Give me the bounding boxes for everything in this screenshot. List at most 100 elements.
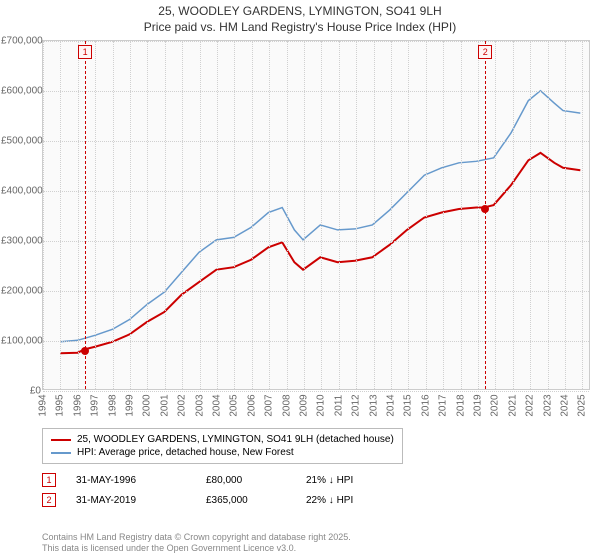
series-line-hpi (60, 91, 580, 342)
marker-row-note: 21% ↓ HPI (306, 475, 353, 486)
marker-row-date: 31-MAY-1996 (76, 475, 186, 486)
x-gridline (548, 41, 549, 389)
y-axis-label: £600,000 (1, 86, 41, 97)
chart-lines-svg (43, 41, 589, 389)
marker-row-1: 131-MAY-1996£80,00021% ↓ HPI (42, 470, 590, 490)
x-axis-label: 2000 (142, 394, 153, 416)
legend-block: 25, WOODLEY GARDENS, LYMINGTON, SO41 9LH… (42, 428, 590, 510)
x-gridline (321, 41, 322, 389)
x-axis-label: 2005 (229, 394, 240, 416)
x-axis-label: 2004 (211, 394, 222, 416)
plot-background: £0£100,000£200,000£300,000£400,000£500,0… (42, 40, 590, 390)
x-gridline (356, 41, 357, 389)
y-gridline (43, 141, 589, 142)
x-axis-label: 2007 (264, 394, 275, 416)
x-gridline (269, 41, 270, 389)
y-gridline (43, 341, 589, 342)
y-gridline (43, 41, 589, 42)
x-axis-label: 2020 (490, 394, 501, 416)
x-axis-label: 2025 (577, 394, 588, 416)
x-axis-label: 2001 (159, 394, 170, 416)
x-gridline (113, 41, 114, 389)
marker-line-1 (85, 41, 86, 389)
x-axis-label: 2002 (177, 394, 188, 416)
x-gridline (513, 41, 514, 389)
series-line-price_paid (60, 153, 580, 353)
x-gridline (165, 41, 166, 389)
x-gridline (426, 41, 427, 389)
y-gridline (43, 191, 589, 192)
x-gridline (495, 41, 496, 389)
title-line-1: 25, WOODLEY GARDENS, LYMINGTON, SO41 9LH (0, 4, 600, 20)
legend-swatch-2 (51, 452, 71, 454)
marker-line-2 (485, 41, 486, 389)
x-axis-label: 2009 (298, 394, 309, 416)
x-gridline (582, 41, 583, 389)
y-axis-label: £200,000 (1, 286, 41, 297)
marker-row-note: 22% ↓ HPI (306, 495, 353, 506)
x-axis-label: 2010 (316, 394, 327, 416)
x-axis-label: 2024 (559, 394, 570, 416)
x-gridline (78, 41, 79, 389)
marker-box-2: 2 (478, 45, 492, 59)
y-axis-label: £500,000 (1, 136, 41, 147)
x-gridline (252, 41, 253, 389)
y-axis-label: £400,000 (1, 186, 41, 197)
y-gridline (43, 291, 589, 292)
x-axis-label: 2022 (525, 394, 536, 416)
legend-row-1: 25, WOODLEY GARDENS, LYMINGTON, SO41 9LH… (51, 433, 394, 446)
chart-area: £0£100,000£200,000£300,000£400,000£500,0… (0, 40, 600, 420)
x-gridline (443, 41, 444, 389)
x-gridline (287, 41, 288, 389)
x-axis-label: 2006 (246, 394, 257, 416)
x-axis-label: 1997 (90, 394, 101, 416)
marker-row-box: 2 (42, 493, 56, 507)
x-axis-label: 1996 (72, 394, 83, 416)
x-axis-label: 2018 (455, 394, 466, 416)
footer-line-2: This data is licensed under the Open Gov… (42, 543, 351, 554)
marker-row-price: £365,000 (206, 495, 286, 506)
x-gridline (60, 41, 61, 389)
x-gridline (374, 41, 375, 389)
legend-label-2: HPI: Average price, detached house, New … (77, 447, 294, 458)
x-gridline (130, 41, 131, 389)
y-axis-label: £100,000 (1, 336, 41, 347)
y-gridline (43, 241, 589, 242)
x-gridline (391, 41, 392, 389)
marker-row-date: 31-MAY-2019 (76, 495, 186, 506)
x-axis-label: 2012 (351, 394, 362, 416)
legend-swatch-1 (51, 439, 71, 441)
x-axis-label: 1994 (38, 394, 49, 416)
x-gridline (565, 41, 566, 389)
marker-table: 131-MAY-1996£80,00021% ↓ HPI231-MAY-2019… (42, 470, 590, 510)
x-gridline (339, 41, 340, 389)
x-axis-label: 2008 (281, 394, 292, 416)
marker-dot-2 (481, 205, 489, 213)
x-gridline (147, 41, 148, 389)
chart-title-block: 25, WOODLEY GARDENS, LYMINGTON, SO41 9LH… (0, 0, 600, 37)
x-axis-label: 2013 (368, 394, 379, 416)
x-axis-label: 2011 (333, 395, 344, 417)
legend-box: 25, WOODLEY GARDENS, LYMINGTON, SO41 9LH… (42, 428, 403, 464)
x-axis-label: 2017 (438, 394, 449, 416)
legend-label-1: 25, WOODLEY GARDENS, LYMINGTON, SO41 9LH… (77, 434, 394, 445)
x-axis-label: 2003 (194, 394, 205, 416)
x-gridline (43, 41, 44, 389)
y-gridline (43, 91, 589, 92)
y-axis-label: £0 (1, 386, 41, 397)
x-axis-label: 2014 (385, 394, 396, 416)
legend-row-2: HPI: Average price, detached house, New … (51, 446, 394, 459)
title-line-2: Price paid vs. HM Land Registry's House … (0, 20, 600, 36)
x-gridline (234, 41, 235, 389)
x-gridline (304, 41, 305, 389)
x-axis-label: 2023 (542, 394, 553, 416)
x-axis-label: 2016 (420, 394, 431, 416)
footer-line-1: Contains HM Land Registry data © Crown c… (42, 532, 351, 543)
x-gridline (461, 41, 462, 389)
marker-row-2: 2 31-MAY-2019 £365,000 22% ↓ HPI (42, 490, 590, 510)
x-axis-label: 1995 (55, 394, 66, 416)
marker-row-price: £80,000 (206, 475, 286, 486)
x-gridline (408, 41, 409, 389)
marker-box-1: 1 (78, 45, 92, 59)
footer-attribution: Contains HM Land Registry data © Crown c… (42, 532, 351, 554)
